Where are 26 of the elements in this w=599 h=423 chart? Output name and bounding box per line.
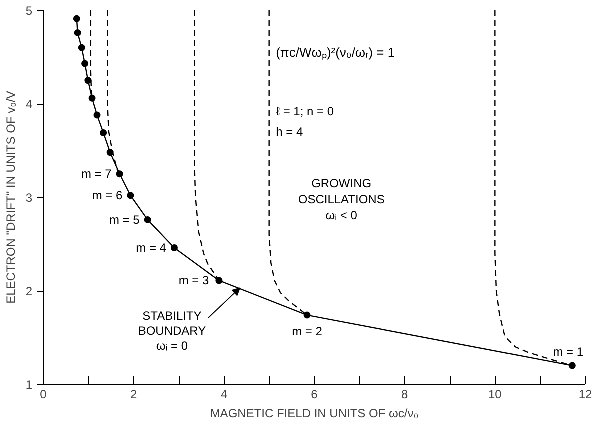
annotation: STABILITY BOUNDARY ωᵢ = 0: [138, 309, 206, 354]
annotation: (πc/Wωₚ)²(ν₀/ωᵣ) = 1: [276, 45, 396, 62]
x-tick-label: 0: [40, 388, 48, 402]
y-tick-label: 1: [26, 378, 33, 392]
y-tick-label: 4: [26, 98, 33, 112]
y-tick-label: 3: [26, 191, 33, 205]
x-tick-label: 2: [130, 388, 138, 402]
annotation: m = 2: [292, 324, 323, 338]
y-tick-label: 5: [26, 4, 33, 18]
x-tick-label: 4: [220, 388, 228, 402]
annotation: m = 3: [178, 274, 210, 288]
y-tick-label: 2: [26, 284, 33, 298]
x-axis-title: MAGNETIC FIELD IN UNITS OF ωc/ν₀: [210, 406, 419, 420]
x-tick-label: 8: [401, 388, 408, 402]
annotation: m = 4: [136, 240, 167, 255]
annotation: ℓ = 1; n = 0: [276, 104, 334, 118]
x-tick-label: 10: [488, 388, 502, 402]
annotation: m = 7: [81, 167, 112, 182]
annotation: h = 4: [276, 125, 304, 140]
annotation: GROWING OSCILLATIONS ωᵢ < 0: [298, 176, 385, 222]
annotation: m = 6: [92, 188, 123, 203]
y-axis-title: ELECTRON "DRIFT" IN UNITS OF v₀/V: [4, 91, 18, 304]
annotation: m = 1: [553, 344, 584, 359]
annotation: m = 5: [109, 212, 140, 227]
x-tick-label: 6: [311, 388, 318, 402]
x-tick-label: 12: [578, 388, 592, 402]
